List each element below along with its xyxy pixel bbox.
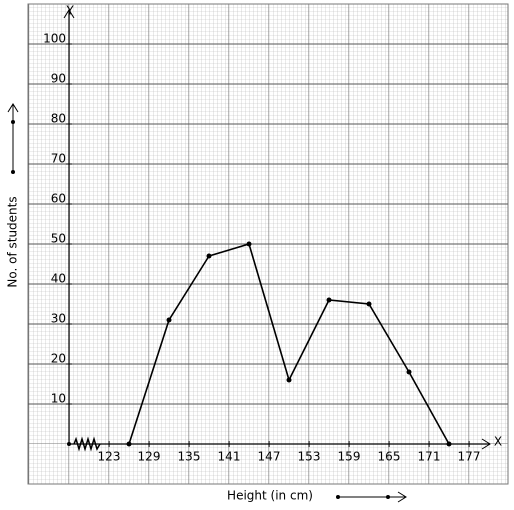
y-axis-label: No. of students bbox=[6, 196, 20, 287]
point bbox=[166, 317, 172, 323]
point bbox=[406, 369, 412, 375]
point bbox=[286, 377, 292, 383]
x-arrow bbox=[481, 438, 491, 450]
y-tick-label: 10 bbox=[51, 392, 66, 406]
y-tick-label: 50 bbox=[51, 232, 66, 246]
point bbox=[126, 441, 132, 447]
axes bbox=[63, 9, 491, 452]
y-tick-label: 40 bbox=[51, 272, 66, 286]
x-tick-label: 147 bbox=[258, 450, 281, 464]
point bbox=[366, 301, 372, 307]
decor-arrows bbox=[7, 103, 407, 503]
x-tick-label: 153 bbox=[298, 450, 321, 464]
x-tick-label: 165 bbox=[378, 450, 401, 464]
x-axis-label: Height (in cm) bbox=[227, 489, 313, 503]
y-tick-label: 90 bbox=[51, 72, 66, 86]
point bbox=[246, 241, 252, 247]
y-tick-label: 100 bbox=[43, 32, 66, 46]
axis-break bbox=[73, 436, 101, 452]
x-tick-label: 141 bbox=[218, 450, 241, 464]
x-tick-label: 159 bbox=[338, 450, 361, 464]
point bbox=[446, 441, 452, 447]
y-arrow bbox=[63, 9, 75, 19]
x-tick-label: 129 bbox=[138, 450, 161, 464]
origin-dot bbox=[67, 442, 71, 446]
point bbox=[326, 297, 332, 303]
y-tick-label: 70 bbox=[51, 152, 66, 166]
y-tick-label: 20 bbox=[51, 352, 66, 366]
x-tick-label: 177 bbox=[458, 450, 481, 464]
x-tick-label: 135 bbox=[178, 450, 201, 464]
x-axis-letter: X bbox=[494, 435, 502, 449]
y-tick-label: 30 bbox=[51, 312, 66, 326]
point bbox=[206, 253, 212, 259]
x-tick-label: 123 bbox=[98, 450, 121, 464]
y-axis-letter: Y bbox=[65, 4, 74, 18]
y-tick-label: 80 bbox=[51, 112, 66, 126]
y-tick-label: 60 bbox=[51, 192, 66, 206]
x-tick-label: 171 bbox=[418, 450, 441, 464]
